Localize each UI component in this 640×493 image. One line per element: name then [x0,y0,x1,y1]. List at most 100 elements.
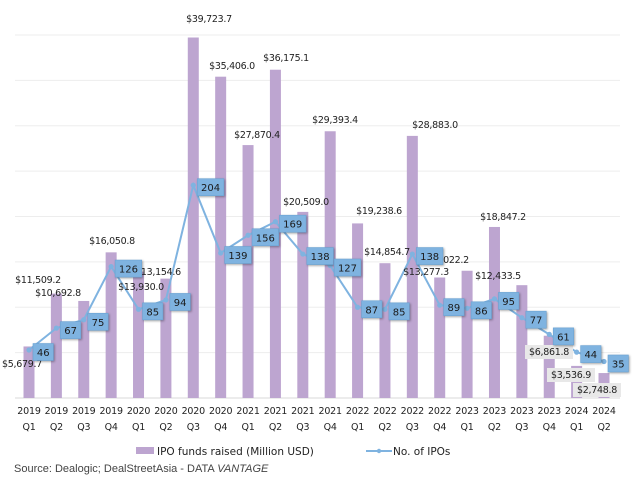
line-label-text: 156 [256,233,275,244]
bar-data-label: $13,277.3 [403,267,449,278]
x-tick-quarter: Q3 [187,422,200,433]
bar-data-label: $16,050.8 [89,236,135,247]
x-axis-ticks: 2019 Q1 2019 Q2 2019 Q3 2019 Q4 2020 Q1 2020 Q2 2020… [17,406,616,433]
bar-data-label: $14,022.2 [423,255,469,266]
line-label-text: 35 [612,359,625,370]
x-tick-year: 2023 [483,406,507,417]
bar [543,335,555,398]
line-label-text: 127 [338,264,357,275]
bar-data-label: $18,847.2 [480,212,526,223]
line-label-box [416,247,444,265]
line-label-text: 95 [502,297,515,308]
x-tick-year: 2020 [127,406,151,417]
line-point [218,250,224,256]
line-point [108,263,114,270]
x-tick-year: 2024 [565,406,589,417]
x-tick-year: 2020 [209,406,233,417]
bar-data-label: $35,406.0 [209,61,255,72]
x-tick-quarter: Q1 [22,422,35,433]
line-label-text: 77 [530,316,543,327]
line-label-box [498,292,520,310]
line-label-text: 138 [311,252,330,263]
x-tick-year: 2021 [264,406,288,417]
line-label-text: 44 [584,350,597,361]
line-data-label: 138 [416,247,444,265]
x-tick-quarter: Q4 [105,422,118,433]
x-tick-year: 2022 [346,406,370,417]
bar-data-label: $39,723.7 [186,14,232,25]
x-tick-year: 2019 [72,406,96,417]
line-label-box [306,247,334,265]
x-tick-year: 2019 [99,406,123,417]
bar-data-label: $29,393.4 [312,115,358,126]
bar [187,37,199,399]
line-data-label: 85 [142,302,164,321]
line-label-text: 126 [119,265,138,276]
line-point [26,347,32,353]
line-data-label: 67 [60,321,82,339]
bar-data-label: $13,930.0 [118,282,164,293]
line-data-label: 77 [525,310,547,329]
line-point [272,219,279,225]
legend: IPO funds raised (Million USD) No. of IP… [136,446,450,458]
x-tick-quarter: Q3 [406,422,419,433]
line-point [574,349,580,355]
bar [160,278,172,398]
line-label-box [169,293,191,311]
line-point [601,358,607,365]
line-label-box [552,327,574,346]
line-data-label: 126 [114,259,143,278]
x-tick-year: 2023 [538,406,562,417]
bar-data-label: $11,509.2 [15,275,61,286]
line-label-box [580,345,602,363]
x-tick-year: 2022 [401,406,425,417]
line-point [163,297,169,303]
line-data-label: 138 [306,247,334,265]
line-data-label: 87 [361,300,383,319]
line-data-label: 204 [196,178,225,197]
bar [516,285,528,398]
line-point [409,251,415,257]
x-tick-year: 2021 [236,406,260,417]
bar-data-label: $13,154.6 [135,267,181,278]
x-tick-quarter: Q2 [597,422,610,433]
line-point [546,331,552,337]
line-data-label: 61 [552,327,574,346]
bar [461,270,473,398]
line-data-label: 94 [169,293,191,311]
bar-data-label: $19,238.6 [356,206,402,217]
bar [352,223,364,398]
bar-data-label: $6,861.8 [529,347,569,358]
line-label-box [196,178,225,197]
line-label-text: 169 [283,220,302,231]
x-tick-quarter: Q4 [214,422,227,433]
line-data-labels: 46 67 75 126 85 94 204 139 156 169 138 127 87 85 138 89… [32,178,629,373]
line-label-box [361,300,383,319]
line-label-box [142,302,164,321]
x-tick-year: 2023 [455,406,479,417]
line-point [81,317,87,323]
bar-data-label: $5,679.7 [2,359,42,370]
line-point [354,304,361,310]
x-tick-year: 2021 [291,406,315,417]
bar [78,300,90,398]
x-tick-quarter: Q2 [269,422,282,433]
bar-label-background [525,345,573,359]
line-point [464,305,470,311]
line-data-label: 127 [333,258,362,277]
x-tick-year: 2019 [45,406,69,417]
line-label-box [114,259,143,278]
line-label-box [87,312,109,331]
bar-data-label: $27,870.4 [234,130,280,141]
x-tick-year: 2020 [154,406,178,417]
x-tick-quarter: Q1 [570,422,583,433]
x-tick-quarter: Q3 [77,422,90,433]
bar [50,293,62,398]
x-tick-year: 2022 [373,406,397,417]
line-point [245,232,251,238]
legend-bar-swatch [136,447,154,454]
line-point [53,325,59,331]
x-tick-year: 2024 [592,406,616,417]
x-tick-year: 2021 [318,406,342,417]
